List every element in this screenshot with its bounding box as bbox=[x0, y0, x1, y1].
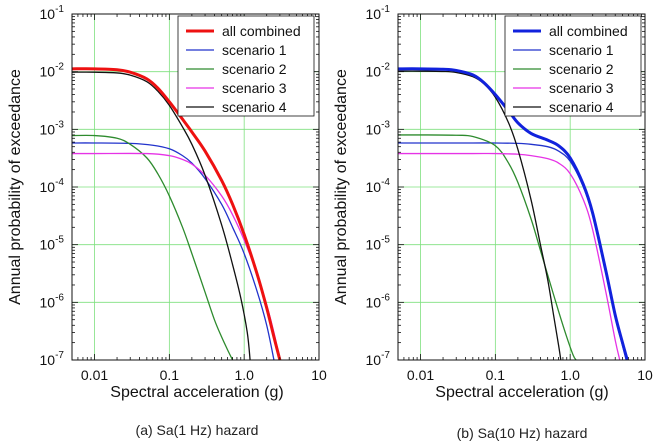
legend: all combined scenario 1 scenario 2 scenario… bbox=[177, 15, 315, 117]
legend: all combined scenario 1 scenario 2 scenario… bbox=[504, 15, 642, 117]
x-axis-label: Spectral acceleration (g) bbox=[110, 384, 283, 401]
x-tick-label: 1.0 bbox=[234, 367, 254, 383]
series-line bbox=[398, 70, 562, 360]
y-tick-label: 10-6 bbox=[40, 292, 65, 310]
legend-box bbox=[177, 15, 315, 117]
x-axis-label: Spectral acceleration (g) bbox=[435, 384, 608, 401]
series-line bbox=[398, 134, 577, 360]
x-tick-label: 10 bbox=[311, 367, 327, 383]
legend-label: scenario 4 bbox=[222, 99, 287, 115]
legend-label: all combined bbox=[222, 23, 301, 39]
y-tick-label: 10-5 bbox=[366, 235, 391, 253]
y-tick-label: 10-5 bbox=[40, 235, 65, 253]
y-tick-label: 10-1 bbox=[40, 4, 65, 22]
series-group bbox=[72, 67, 282, 360]
x-tick-label: 0.01 bbox=[407, 367, 434, 383]
series-group bbox=[398, 67, 629, 360]
series-line bbox=[398, 67, 629, 360]
series-line bbox=[72, 71, 251, 360]
legend-label: scenario 2 bbox=[222, 61, 287, 77]
y-tick-label: 10-7 bbox=[366, 350, 391, 368]
legend-label: scenario 3 bbox=[549, 80, 614, 96]
series-line bbox=[72, 142, 275, 360]
y-axis-label: Annual probability of exceedance bbox=[333, 69, 350, 305]
x-tick-label: 10 bbox=[637, 367, 653, 383]
series-line bbox=[72, 152, 281, 360]
legend-label: scenario 4 bbox=[549, 99, 614, 115]
series-line bbox=[398, 142, 627, 360]
legend-label: scenario 1 bbox=[549, 42, 614, 58]
x-tick-label: 0.1 bbox=[486, 367, 506, 383]
y-tick-label: 10-3 bbox=[40, 119, 65, 137]
y-tick-label: 10-4 bbox=[366, 177, 391, 195]
panel-b-sa-10hz: 0.01 0.1 1.0 10 10-7 10-6 10-5 10-4 10-3 10-2 10-1… bbox=[333, 4, 653, 441]
panel-a-sa-1hz: 0.01 0.1 1.0 10 10-7 10-6 10-5 10-4 10-3 10-2 10-1… bbox=[7, 4, 327, 438]
series-line bbox=[72, 134, 234, 360]
legend-label: all combined bbox=[549, 23, 628, 39]
x-tick-label: 0.01 bbox=[81, 367, 108, 383]
panel-caption: (a) Sa(1 Hz) hazard bbox=[136, 422, 259, 438]
legend-label: scenario 2 bbox=[549, 61, 614, 77]
y-tick-label: 10-1 bbox=[366, 4, 391, 22]
x-tick-label: 1.0 bbox=[560, 367, 580, 383]
x-tick-label: 0.1 bbox=[160, 367, 180, 383]
tick-marks bbox=[71, 13, 320, 361]
legend-label: scenario 3 bbox=[222, 80, 287, 96]
legend-box bbox=[504, 15, 642, 117]
series-line bbox=[398, 152, 621, 360]
panel-caption: (b) Sa(10 Hz) hazard bbox=[457, 425, 588, 441]
y-axis-label: Annual probability of exceedance bbox=[7, 69, 24, 305]
y-tick-label: 10-6 bbox=[366, 292, 391, 310]
y-tick-label: 10-7 bbox=[40, 350, 65, 368]
series-line bbox=[72, 67, 282, 360]
y-tick-label: 10-2 bbox=[366, 62, 391, 80]
y-tick-label: 10-2 bbox=[40, 62, 65, 80]
y-tick-label: 10-4 bbox=[40, 177, 65, 195]
y-tick-label: 10-3 bbox=[366, 119, 391, 137]
legend-label: scenario 1 bbox=[222, 42, 287, 58]
